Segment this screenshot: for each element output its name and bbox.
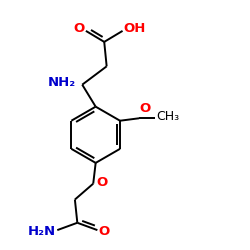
Text: O: O xyxy=(74,22,85,36)
Text: H₂N: H₂N xyxy=(28,225,56,238)
Text: CH₃: CH₃ xyxy=(156,110,179,123)
Text: NH₂: NH₂ xyxy=(48,76,76,89)
Text: O: O xyxy=(98,225,110,238)
Text: OH: OH xyxy=(124,22,146,36)
Text: O: O xyxy=(96,176,108,189)
Text: O: O xyxy=(140,102,151,115)
